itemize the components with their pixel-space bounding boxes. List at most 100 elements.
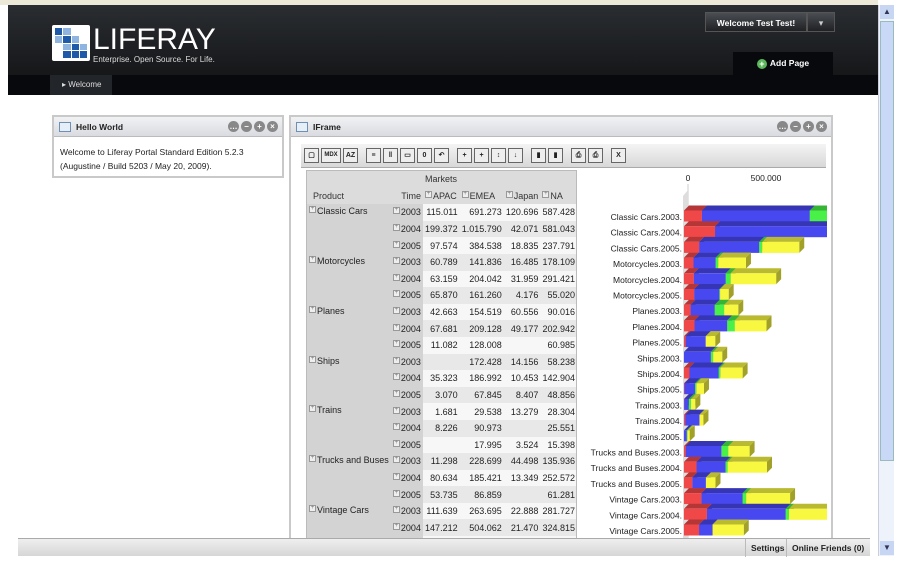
nav-tab-welcome[interactable]: ▸ Welcome [50,75,112,95]
expand-icon[interactable]: + [309,504,316,512]
product-cell[interactable]: + Classic Cars [307,204,391,254]
excel-icon[interactable]: X [611,148,626,163]
time-cell[interactable]: +2005 [390,336,423,354]
time-cell[interactable]: +2003 [390,403,423,420]
rows-icon[interactable]: ≡ [366,148,381,163]
scroll-down-icon[interactable]: ▼ [880,541,894,555]
time-cell[interactable]: +2004 [390,370,423,387]
expand-icon[interactable]: + [392,273,400,281]
expand-icon[interactable]: + [392,406,400,414]
market-header[interactable]: + APAC [422,187,460,205]
print-config-icon[interactable]: ⎙ [571,148,586,163]
time-cell[interactable]: +2004 [390,469,423,487]
expand-icon[interactable]: + [392,390,400,398]
expand-icon[interactable]: + [392,522,400,530]
time-cell[interactable]: +2005 [390,436,423,454]
expand-icon[interactable]: + [392,290,400,298]
expand-icon[interactable]: + [424,190,432,198]
table-icon[interactable]: ▭ [400,148,415,163]
maximize-icon[interactable]: + [254,121,265,132]
product-label: Trucks and Buses [317,455,389,466]
swap-icon[interactable]: ↶ [434,148,449,163]
product-cell[interactable]: + Vintage Cars [307,502,391,539]
time-cell[interactable]: +2004 [390,419,423,437]
drill-member-icon[interactable]: + [457,148,472,163]
expand-icon[interactable]: + [309,305,316,313]
drill-through-icon[interactable]: ↓ [508,148,523,163]
configure-icon[interactable]: … [777,121,788,132]
minimize-icon[interactable]: − [241,121,252,132]
cube-icon[interactable]: ▢ [304,148,319,163]
expand-icon[interactable]: + [461,190,469,198]
expand-icon[interactable]: + [392,340,400,348]
expand-icon[interactable]: + [309,355,316,363]
time-cell[interactable]: +2003 [390,502,423,520]
drill-position-icon[interactable]: + [474,148,489,163]
product-cell[interactable]: + Trucks and Buses [307,453,391,503]
expand-icon[interactable]: + [309,455,316,463]
maximize-icon[interactable]: + [803,121,814,132]
expand-icon[interactable]: + [392,489,400,497]
time-cell[interactable]: +2004 [390,220,423,238]
expand-icon[interactable]: + [392,506,400,514]
zero-rows-icon[interactable]: 0 [417,148,432,163]
user-menu-button[interactable]: Welcome Test Test! [705,12,807,32]
product-cell[interactable]: + Trains [307,403,391,454]
time-cell[interactable]: +2003 [390,453,423,470]
settings-button[interactable]: Settings [745,539,790,557]
expand-icon[interactable]: + [392,456,400,464]
time-cell[interactable]: +2005 [390,237,423,254]
expand-icon[interactable]: + [309,206,316,214]
expand-icon[interactable]: + [392,323,400,331]
liferay-logo[interactable]: LIFERAY Enterprise. Open Source. For Lif… [52,25,216,64]
time-cell[interactable]: +2003 [390,204,423,221]
expand-icon[interactable]: + [392,373,400,381]
expand-icon[interactable]: + [392,307,400,315]
market-header[interactable]: + EMEA [459,187,504,205]
market-header[interactable]: + Japan [503,187,541,205]
drill-replace-icon[interactable]: ↕ [491,148,506,163]
close-icon[interactable]: × [267,121,278,132]
product-cell[interactable]: + Motorcycles [307,253,391,304]
scroll-up-icon[interactable]: ▲ [880,5,894,19]
expand-icon[interactable]: + [392,472,400,480]
time-cell[interactable]: +2005 [390,536,423,539]
print-icon[interactable]: ⎙ [588,148,603,163]
time-cell[interactable]: +2005 [390,486,423,503]
sort-icon[interactable]: AZ [343,148,358,163]
online-friends-button[interactable]: Online Friends (0) [786,539,869,557]
expand-icon[interactable]: + [392,224,400,232]
expand-icon[interactable]: + [392,439,400,447]
product-cell[interactable]: + Ships [307,353,391,404]
expand-icon[interactable]: + [542,190,550,198]
chevron-down-icon[interactable]: ▾ [807,12,835,32]
chart-icon[interactable]: ▮ [531,148,546,163]
time-cell[interactable]: +2004 [390,519,423,537]
expand-icon[interactable]: + [309,255,316,263]
time-cell[interactable]: +2003 [390,253,423,271]
cols-icon[interactable]: ‖ [383,148,398,163]
expand-icon[interactable]: + [392,257,400,265]
time-cell[interactable]: +2004 [390,320,423,337]
time-cell[interactable]: +2005 [390,386,423,404]
expand-icon[interactable]: + [392,423,400,431]
expand-icon[interactable]: + [392,240,400,248]
scroll-thumb[interactable] [880,21,894,461]
time-cell[interactable]: +2005 [390,287,423,304]
MDX-icon[interactable]: MDX [321,148,341,163]
expand-icon[interactable]: + [505,190,513,198]
expand-icon[interactable]: + [309,405,316,413]
expand-icon[interactable]: + [392,356,400,364]
time-cell[interactable]: +2003 [390,303,423,321]
vertical-scrollbar[interactable]: ▲ ▼ [878,5,894,556]
minimize-icon[interactable]: − [790,121,801,132]
add-page-button[interactable]: + Add Page [733,52,833,75]
close-icon[interactable]: × [816,121,827,132]
configure-icon[interactable]: … [228,121,239,132]
time-cell[interactable]: +2004 [390,270,423,288]
expand-icon[interactable]: + [392,207,400,215]
time-cell[interactable]: +2003 [390,353,423,371]
chart-config-icon[interactable]: ▮ [548,148,563,163]
product-cell[interactable]: + Planes [307,303,391,354]
market-header[interactable]: + NA [540,187,576,205]
